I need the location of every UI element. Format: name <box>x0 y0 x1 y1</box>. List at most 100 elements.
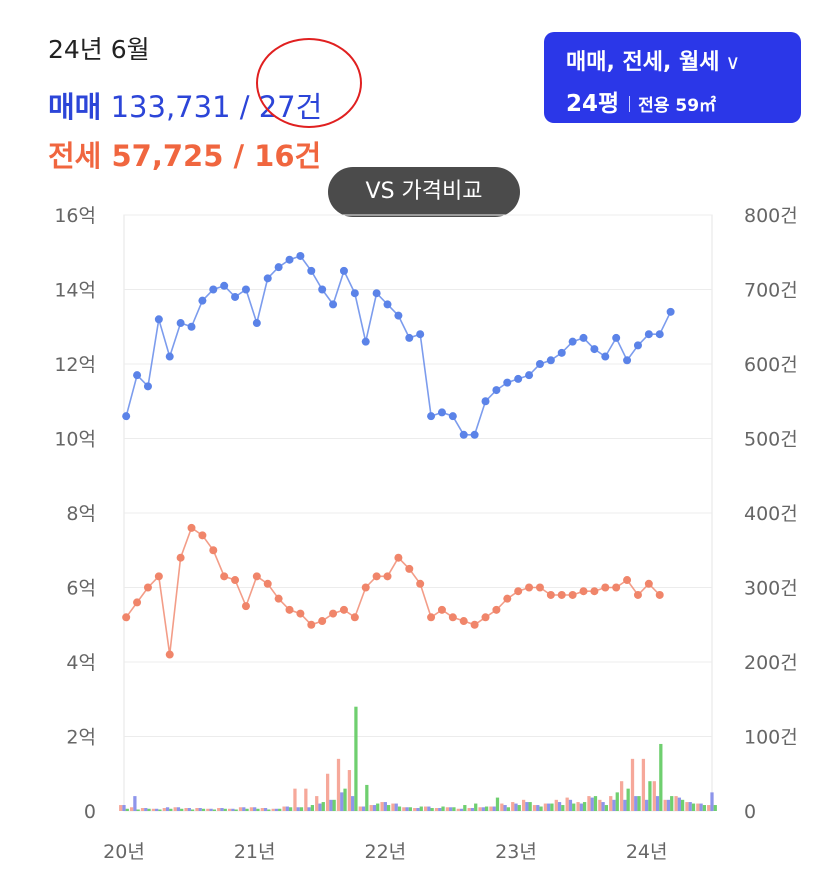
y-left-tick-label: 10억 <box>54 429 96 451</box>
sale-volume-bar <box>165 807 170 811</box>
sale-price-point <box>274 263 283 272</box>
jeonse-volume-bar <box>707 805 711 811</box>
count-volume-bar <box>288 807 293 811</box>
sale-volume-bar <box>536 805 540 811</box>
sale-volume-bar <box>351 796 355 811</box>
count-volume-bar <box>441 806 445 811</box>
price-compare-button[interactable]: VS 가격비교 <box>328 167 520 217</box>
sale-price-point <box>492 386 501 395</box>
jeonse-price-point <box>263 579 272 588</box>
count-volume-bar <box>180 808 184 811</box>
jeonse-volume-bar <box>641 758 646 811</box>
jeonse-volume-bar <box>227 808 232 811</box>
jeonse-price-point <box>405 564 414 573</box>
sale-price-point <box>241 285 250 294</box>
sale-volume-bar <box>209 808 213 811</box>
jeonse-price-point <box>198 531 207 540</box>
jeonse-price-point <box>579 587 588 596</box>
sale-volume-bar <box>176 807 181 811</box>
sale-price-point <box>546 356 555 365</box>
x-tick-label: 23년 <box>495 841 537 863</box>
jeonse-volume-bar <box>402 807 406 811</box>
sale-price-point <box>481 397 490 406</box>
trade-type-selector[interactable]: 매매, 전세, 월세 ∨ 24평 전용 59㎡ <box>544 32 801 123</box>
sale-volume-bar <box>122 805 126 811</box>
sale-volume-bar <box>285 806 289 811</box>
sale-price-point <box>209 285 218 294</box>
jeonse-price-point <box>165 650 174 659</box>
jeonse-volume-bar <box>565 797 569 811</box>
jeonse-volume-bar <box>129 807 134 811</box>
y-left-tick-label: 12억 <box>54 354 96 376</box>
sale-price-point <box>601 352 610 361</box>
sale-price-point <box>394 311 403 320</box>
sale-volume-bar <box>405 807 409 811</box>
x-tick-label: 20년 <box>103 841 145 863</box>
sale-price-point <box>612 333 621 342</box>
count-volume-bar <box>245 808 249 811</box>
count-volume-bar <box>517 805 521 811</box>
jeonse-price-point <box>143 583 152 592</box>
sale-price-point <box>644 330 653 339</box>
jeonse-volume-bar <box>489 806 493 811</box>
sale-price-point <box>176 319 185 328</box>
sale-price-point <box>590 345 599 354</box>
sale-price-point <box>514 374 523 383</box>
jeonse-volume-bar <box>380 802 384 811</box>
sale-price-point <box>329 300 338 309</box>
count-volume-bar <box>223 808 227 811</box>
count-volume-bar <box>299 807 304 811</box>
sale-volume-bar <box>568 799 573 811</box>
jeonse-price-point <box>601 583 610 592</box>
sale-price-point <box>416 330 425 339</box>
sale-volume-bar <box>710 792 714 811</box>
y-right-tick-label: 600건 <box>744 354 798 376</box>
jeonse-price-point <box>459 617 468 626</box>
jeonse-price-point <box>394 553 403 562</box>
count-volume-bar <box>365 784 369 811</box>
sale-volume-bar <box>416 808 420 811</box>
jeonse-volume-bar <box>413 808 417 811</box>
jeonse-volume-bar <box>685 802 689 811</box>
count-volume-bar <box>190 809 195 811</box>
sale-price-point <box>525 371 534 380</box>
sale-volume-bar <box>634 796 638 811</box>
jeonse-price-point <box>416 579 425 588</box>
sale-volume-bar <box>242 807 246 811</box>
jeonse-price-point <box>372 572 381 581</box>
count-volume-bar <box>582 802 587 811</box>
jeonse-price-point <box>437 605 446 614</box>
sale-price-point <box>361 337 370 346</box>
y-left-tick-label: 4억 <box>66 652 96 674</box>
y-right-tick-label: 300건 <box>744 578 798 600</box>
sale-volume-bar <box>187 808 191 811</box>
y-left-tick-label: 0 <box>84 801 96 823</box>
count-volume-bar <box>637 796 641 811</box>
sale-price-point <box>350 289 359 298</box>
count-volume-bar <box>713 805 717 811</box>
jeonse-price-point <box>470 620 479 629</box>
jeonse-price-point <box>623 576 632 585</box>
sale-summary-label: 매매 <box>48 90 102 124</box>
count-volume-bar <box>256 808 260 811</box>
count-volume-bar <box>267 809 271 811</box>
sale-volume-bar <box>155 808 159 811</box>
sale-volume-bar <box>547 803 551 811</box>
period-label: 24년 6월 <box>48 35 150 64</box>
count-volume-bar <box>604 805 609 811</box>
jeonse-price-point <box>427 613 436 622</box>
count-volume-bar <box>615 792 619 811</box>
count-volume-bar <box>321 802 325 811</box>
sale-volume-bar <box>514 803 518 811</box>
sale-price-point <box>448 412 457 421</box>
sale-volume-bar <box>307 807 311 811</box>
count-volume-bar <box>484 806 489 811</box>
jeonse-price-point <box>492 605 501 614</box>
jeonse-volume-bar <box>500 803 504 811</box>
sale-volume-bar <box>329 799 333 811</box>
jeonse-volume-bar <box>478 807 482 811</box>
sale-price-point <box>633 341 642 350</box>
annotation-circle <box>256 38 362 128</box>
y-right-tick-label: 500건 <box>744 429 798 451</box>
